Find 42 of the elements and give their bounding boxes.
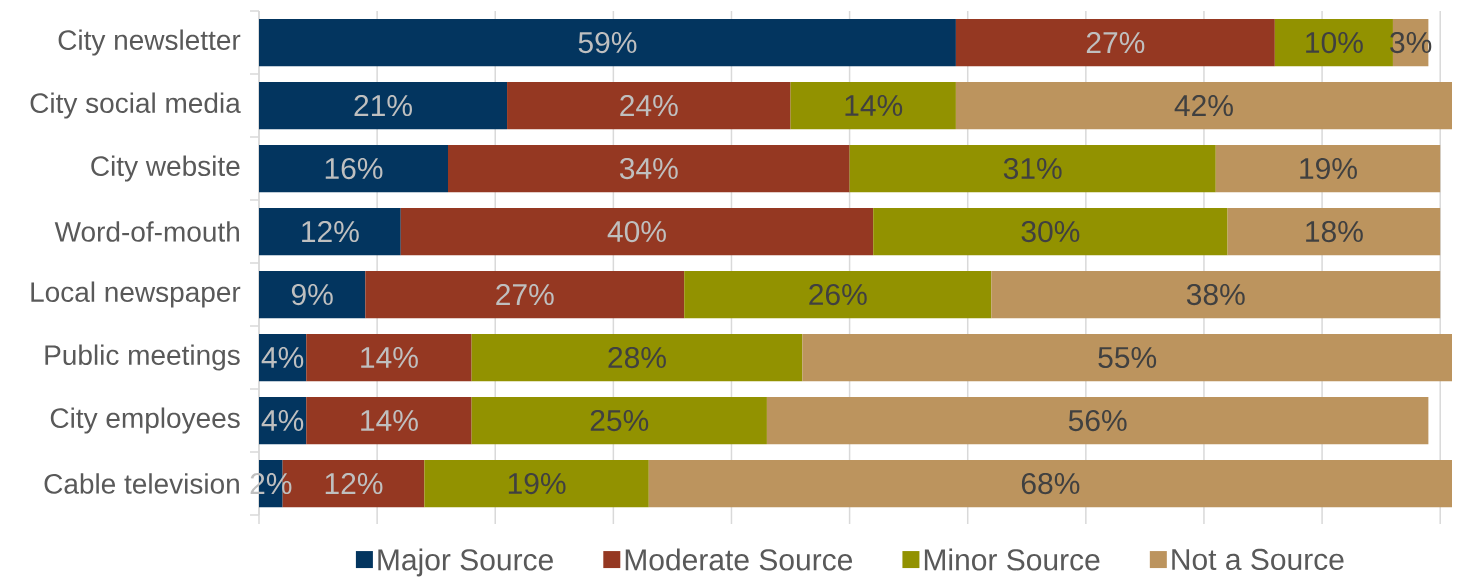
data-label: 14% [361,347,418,369]
data-label: 12% [302,220,359,243]
data-label: 16% [325,157,383,180]
y-tick-label: Cable television [44,473,239,494]
legend-label: Moderate Source [625,548,853,571]
y-tick-label: Local newspaper [31,281,241,308]
data-label: 19% [1300,157,1357,180]
data-label: 14% [361,410,418,432]
data-label: 30% [1021,220,1080,243]
data-label: 42% [1174,94,1233,117]
data-label: 68% [1021,472,1080,495]
legend-label: Minor Source [924,548,1100,571]
data-label: 38% [1186,283,1245,306]
data-label: 9% [291,283,333,306]
data-label: 34% [619,157,678,180]
data-label: 55% [1098,346,1157,369]
data-label: 4% [261,410,304,432]
data-label: 12% [325,472,383,495]
data-label: 59% [578,31,637,54]
data-label: 28% [608,346,666,369]
y-tick-label: City newsletter [58,29,241,56]
data-label: 27% [496,283,554,306]
data-label: 26% [809,283,867,306]
y-tick-label: City social media [30,92,241,119]
data-label: 40% [607,220,666,243]
data-label: 19% [508,472,566,495]
data-label: 24% [620,94,678,117]
y-tick-label: Word-of-mouth [54,221,239,242]
legend-label: Major Source [378,548,553,577]
y-tick-label: Public meetings [45,344,240,371]
data-label: 10% [1306,31,1363,54]
y-tick-label: City website [91,155,240,182]
y-tick-label: City employees [50,407,240,434]
data-label: 4% [261,347,304,369]
data-label: 14% [845,95,903,117]
data-label: 27% [1086,31,1145,54]
data-label: 56% [1068,409,1127,432]
data-label: 25% [590,409,649,432]
legend-label: Not a Source [1172,548,1344,571]
data-label: 18% [1306,220,1363,243]
data-label: 21% [354,94,412,117]
data-label: 31% [1003,157,1062,180]
